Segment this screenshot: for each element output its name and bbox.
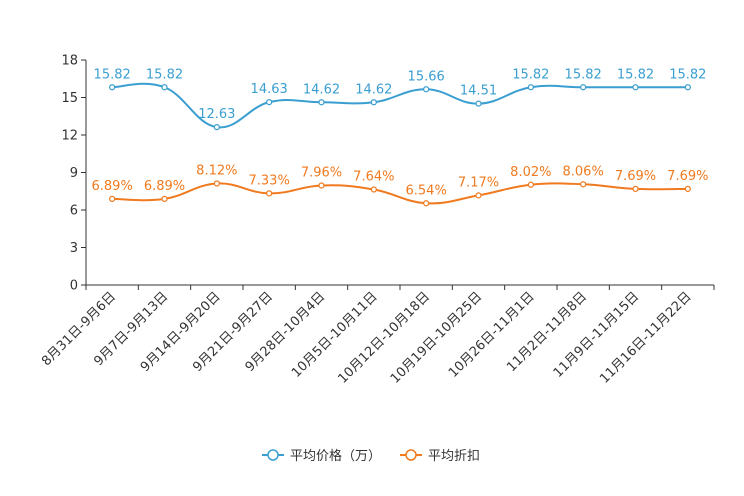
data-label: 7.33% (249, 173, 290, 188)
x-tick-label: 11月16日-11月22日 (597, 289, 694, 386)
data-point[interactable] (423, 86, 430, 93)
data-point[interactable] (527, 181, 534, 188)
series-2: 6.89% 6.89% 8.12% 7.33% 7.96% 7.64% 6.54% 7.17%… (92, 164, 708, 207)
data-label: 8.12% (196, 164, 237, 179)
data-label: 6.54% (406, 183, 447, 198)
legend-marker-icon (267, 449, 279, 461)
data-label: 15.82 (94, 67, 131, 82)
y-tick-label: 15 (61, 91, 78, 106)
y-tick-label: 6 (70, 204, 78, 219)
data-point[interactable] (632, 84, 639, 91)
data-point[interactable] (109, 195, 116, 202)
data-label: 7.64% (353, 170, 394, 185)
legend-item-1[interactable]: 平均价格（万） (262, 448, 381, 464)
data-label: 14.62 (303, 82, 340, 97)
y-tick-label: 12 (61, 129, 78, 144)
x-tick-label: 10月19日-10月25日 (388, 289, 485, 386)
series-layer: 15.82 15.82 12.63 14.63 14.62 14.62 15.66 14.51… (92, 67, 708, 207)
legend[interactable]: 平均价格（万） 平均折扣 (262, 448, 480, 464)
data-label: 12.63 (198, 107, 235, 122)
y-tick-label: 0 (70, 279, 78, 294)
data-label: 15.66 (408, 69, 445, 84)
data-point[interactable] (266, 190, 273, 197)
legend-marker-icon (405, 449, 417, 461)
data-point[interactable] (684, 84, 691, 91)
x-tick-label: 10月12日-10月18日 (336, 289, 433, 386)
legend-label: 平均折扣 (428, 449, 480, 464)
data-label: 15.82 (617, 67, 654, 82)
data-point[interactable] (475, 192, 482, 199)
data-label: 15.82 (512, 67, 549, 82)
data-point[interactable] (266, 99, 273, 106)
data-point[interactable] (318, 182, 325, 189)
data-point[interactable] (109, 84, 116, 91)
data-label: 6.89% (144, 179, 185, 194)
data-point[interactable] (475, 100, 482, 107)
data-label: 14.51 (460, 84, 497, 99)
y-tick-label: 3 (70, 241, 78, 256)
data-label: 15.82 (565, 67, 602, 82)
data-point[interactable] (684, 185, 691, 192)
data-point[interactable] (580, 181, 587, 188)
series-1: 15.82 15.82 12.63 14.63 14.62 14.62 15.66 14.51… (94, 67, 706, 131)
data-point[interactable] (318, 99, 325, 106)
data-label: 14.63 (251, 82, 288, 97)
legend-item-2[interactable]: 平均折扣 (400, 449, 480, 464)
series-line (112, 182, 688, 205)
data-label: 7.17% (458, 175, 499, 190)
data-point[interactable] (632, 185, 639, 192)
data-label: 6.89% (92, 179, 133, 194)
data-point[interactable] (161, 195, 168, 202)
data-label: 7.96% (301, 166, 342, 181)
data-label: 8.06% (563, 164, 604, 179)
data-label: 15.82 (669, 67, 706, 82)
y-tick-label: 18 (61, 54, 78, 69)
legend-label: 平均价格（万） (290, 448, 381, 464)
data-point[interactable] (370, 186, 377, 193)
data-point[interactable] (580, 84, 587, 91)
data-point[interactable] (213, 124, 220, 131)
y-tick-label: 9 (70, 166, 78, 181)
data-point[interactable] (213, 180, 220, 187)
data-label: 7.69% (667, 169, 708, 184)
data-point[interactable] (423, 200, 430, 207)
data-label: 7.69% (615, 169, 656, 184)
data-label: 8.02% (510, 165, 551, 180)
data-point[interactable] (370, 99, 377, 106)
data-point[interactable] (161, 84, 168, 91)
data-label: 14.62 (355, 82, 392, 97)
data-point[interactable] (527, 84, 534, 91)
data-label: 15.82 (146, 67, 183, 82)
